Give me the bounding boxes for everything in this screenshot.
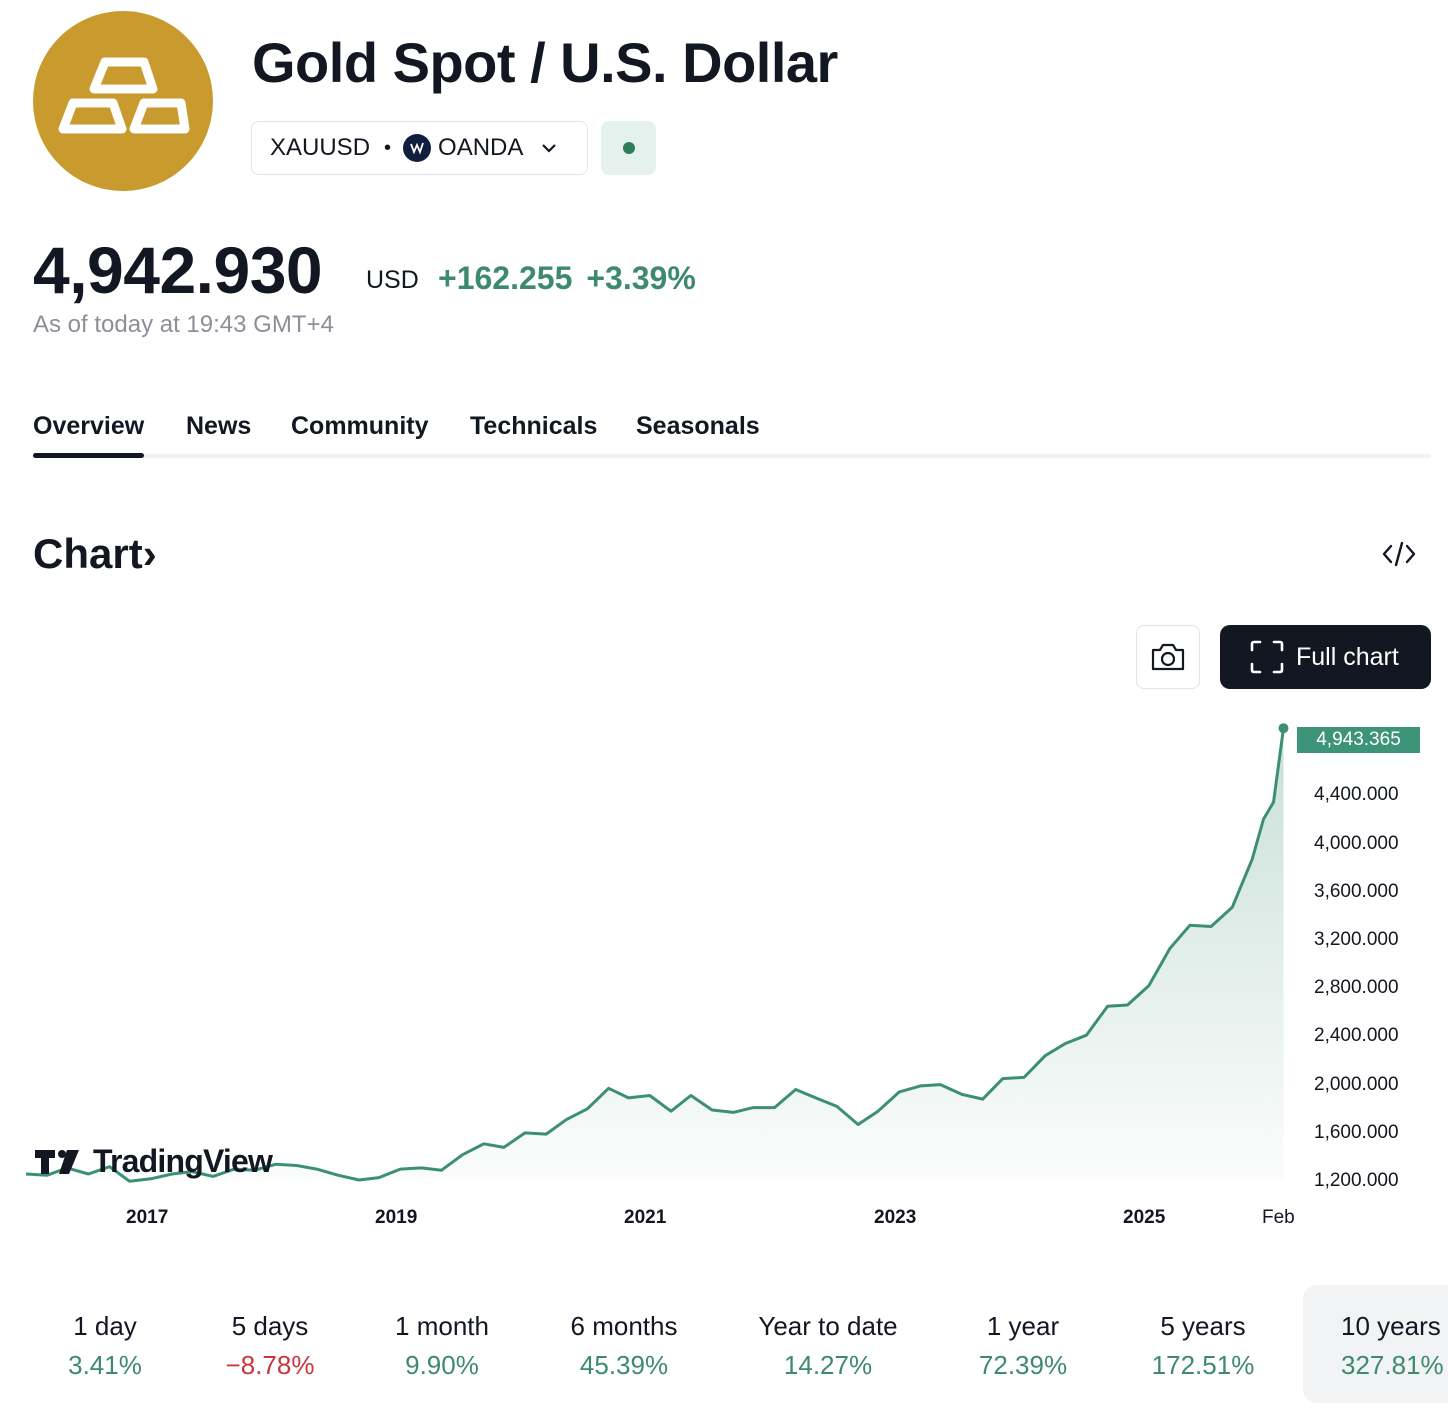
chevron-right-icon: › [142,530,157,577]
market-open-dot-icon [622,142,635,154]
period-1-month[interactable]: 1 month 9.90% [372,1285,512,1403]
period-5-years[interactable]: 5 years 172.51% [1133,1285,1273,1403]
oanda-icon [403,134,432,162]
tradingview-wordmark: TradingView [93,1143,273,1179]
exchange-name: OANDA [438,134,524,161]
chart-last-point [1278,723,1289,734]
chart-area-fill [26,728,1284,1182]
page-title: Gold Spot / U.S. Dollar [252,31,838,94]
price-currency: USD [366,266,419,294]
period-1-day[interactable]: 1 day 3.41% [40,1285,170,1403]
period-label: Year to date [758,1311,898,1341]
camera-icon [1151,643,1185,671]
change-absolute: +162.255 [438,260,573,296]
period-label: 1 year [986,1311,1060,1341]
tab-overview[interactable]: Overview [33,412,145,458]
price-change: +162.255 +3.39% [438,260,696,297]
tab-news[interactable]: News [186,412,252,440]
snapshot-button[interactable] [1136,625,1200,689]
quote-timestamp: As of today at 19:43 GMT+4 [33,311,334,338]
y-tick-label: 2,800.000 [1314,977,1399,998]
market-status-button[interactable] [601,121,656,175]
y-tick-label: 4,400.000 [1314,784,1399,805]
period-label: 6 months [570,1311,678,1341]
y-tick-label: 1,600.000 [1314,1122,1399,1143]
x-tick-label: 2019 [375,1207,418,1228]
period-value: 14.27% [783,1350,873,1380]
y-tick-label: 3,200.000 [1314,929,1399,950]
separator-dot: • [384,137,392,159]
full-chart-button[interactable]: Full chart [1220,625,1431,689]
last-price: 4,942.930 [33,233,323,307]
period-6-months[interactable]: 6 months 45.39% [544,1285,704,1403]
period-label: 1 day [73,1311,137,1341]
symbol-selector[interactable]: XAUUSD • OANDA [251,121,588,175]
chart-heading-text: Chart [33,530,143,577]
last-value-tag: 4,943.365 [1297,727,1420,753]
period-label: 5 days [231,1311,309,1341]
period-10-years[interactable]: 10 years 327.81% [1303,1285,1448,1403]
y-tick-label: 1,200.000 [1314,1170,1399,1191]
symbol-ticker: XAUUSD [270,134,371,161]
period-label: 5 years [1160,1311,1246,1341]
period-value: 9.90% [405,1350,479,1380]
chart-price-line [25,727,1285,1183]
period-performance-bar: 1 day 3.41% 5 days −8.78% 1 month 9.90% … [0,1285,1448,1405]
period-1-year[interactable]: 1 year 72.39% [958,1285,1088,1403]
x-tick-label: 2021 [624,1207,667,1228]
y-tick-label: 2,000.000 [1314,1074,1399,1095]
x-tick-label: 2025 [1123,1207,1166,1228]
period-value: 327.81% [1341,1350,1444,1380]
y-tick-label: 4,000.000 [1314,833,1399,854]
section-tabs: Overview News Community Technicals Seaso… [33,410,1431,458]
tradingview-logo-icon [35,1149,79,1174]
price-chart[interactable] [0,700,1300,1200]
full-chart-label: Full chart [1296,642,1399,671]
period-label: 1 month [395,1311,489,1341]
x-tick-label: 2023 [874,1207,917,1228]
chevron-down-icon [542,144,557,153]
period-value: 45.39% [579,1350,669,1380]
change-percent: +3.39% [586,260,696,296]
tab-seasonals[interactable]: Seasonals [636,412,760,440]
period-value: 3.41% [68,1350,142,1380]
code-embed-icon[interactable] [1380,537,1418,571]
tradingview-watermark: TradingView [35,1143,273,1180]
period-5-days[interactable]: 5 days −8.78% [200,1285,340,1403]
period-value: 172.51% [1151,1350,1255,1380]
y-tick-label: 2,400.000 [1314,1025,1399,1046]
x-tick-label: Feb [1262,1207,1295,1228]
period-value: 72.39% [978,1350,1068,1380]
tab-community[interactable]: Community [291,412,429,440]
gold-bars-icon [33,11,213,191]
period-value: −8.78% [225,1350,315,1380]
period-year-to-date[interactable]: Year to date 14.27% [738,1285,918,1403]
x-tick-label: 2017 [126,1207,169,1228]
period-label: 10 years [1341,1311,1441,1341]
y-tick-label: 3,600.000 [1314,881,1399,902]
tab-technicals[interactable]: Technicals [470,412,598,440]
chart-heading-link[interactable]: Chart› [33,530,157,578]
fullscreen-icon [1250,640,1284,674]
